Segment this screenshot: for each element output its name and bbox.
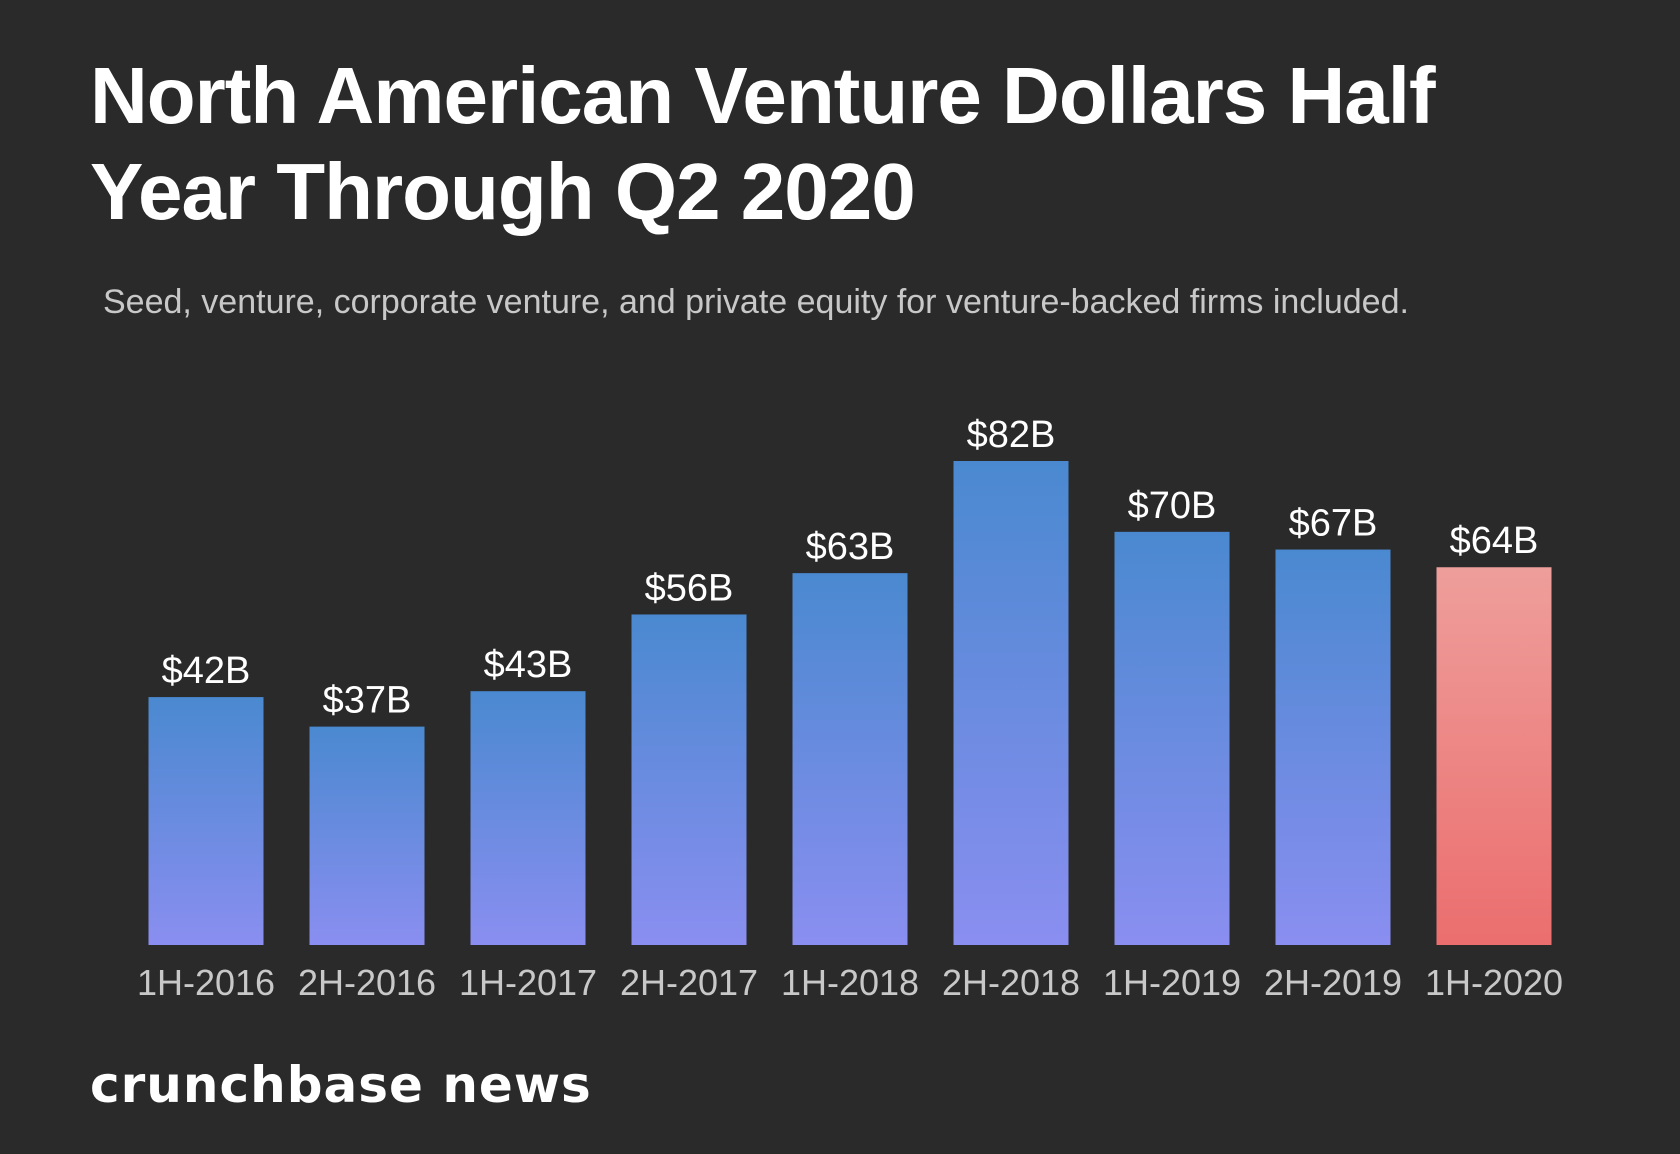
data-label-1h-2016: $42B (162, 650, 251, 692)
x-tick-label-2h-2016: 2H-2016 (298, 962, 436, 1003)
data-label-2h-2018: $82B (967, 414, 1056, 456)
x-tick-label-1h-2020: 1H-2020 (1425, 962, 1563, 1003)
data-label-2h-2017: $56B (645, 567, 734, 609)
chart-subtitle: Seed, venture, corporate venture, and pr… (103, 283, 1409, 321)
bar-2h-2018 (953, 461, 1069, 945)
chart-title: North American Venture Dollars Half Year… (90, 51, 1436, 236)
x-tick-label-2h-2019: 2H-2019 (1264, 962, 1402, 1003)
bar-1h-2019 (1114, 531, 1230, 945)
bars-group (148, 461, 1552, 945)
x-tick-label-1h-2019: 1H-2019 (1103, 962, 1241, 1003)
bar-2h-2016 (309, 726, 425, 945)
x-axis-tick-labels: 1H-2016 2H-2016 1H-2017 2H-2017 1H-2018 2H-20… (137, 962, 1563, 1003)
bar-2h-2019 (1275, 549, 1391, 945)
data-label-2h-2019: $67B (1289, 503, 1378, 545)
x-tick-label-1h-2017: 1H-2017 (459, 962, 597, 1003)
data-label-2h-2016: $37B (323, 680, 412, 722)
data-label-1h-2019: $70B (1128, 485, 1217, 527)
bar-1h-2020 (1436, 567, 1552, 945)
x-tick-label-2h-2017: 2H-2017 (620, 962, 758, 1003)
data-label-1h-2020: $64B (1450, 520, 1539, 562)
bar-1h-2016 (148, 697, 264, 945)
bar-2h-2017 (631, 614, 747, 945)
bar-1h-2017 (470, 691, 586, 945)
x-tick-label-1h-2018: 1H-2018 (781, 962, 919, 1003)
data-label-1h-2018: $63B (806, 526, 895, 568)
x-tick-label-2h-2018: 2H-2018 (942, 962, 1080, 1003)
data-labels-group: $42B $37B $43B $56B $63B $82B $70B $67B $64B (162, 414, 1539, 722)
x-tick-label-1h-2016: 1H-2016 (137, 962, 275, 1003)
data-label-1h-2017: $43B (484, 644, 573, 686)
crunchbase-news-logo: crunchbase news (90, 1056, 592, 1114)
bar-1h-2018 (792, 573, 908, 945)
